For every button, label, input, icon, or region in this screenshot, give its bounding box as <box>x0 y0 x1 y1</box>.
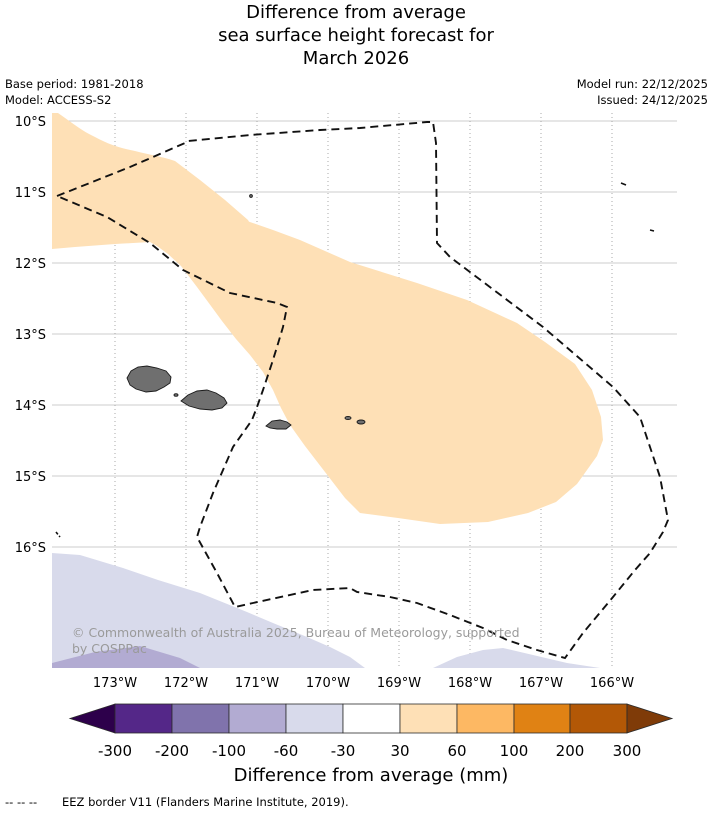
island-savaii <box>126 365 172 393</box>
y-tick-label: 14°S <box>15 399 46 414</box>
island-manua-east <box>356 419 366 425</box>
colorbar-tick: 100 <box>500 742 529 760</box>
colorbar-arrow-left <box>68 703 116 734</box>
y-tick-label: 10°S <box>15 115 46 130</box>
colorbar-tick: -100 <box>212 742 246 760</box>
colorbar-tick: -60 <box>274 742 299 760</box>
y-tick-label: 11°S <box>15 186 46 201</box>
y-tick-label: 15°S <box>15 470 46 485</box>
colorbar-tick: -300 <box>98 742 132 760</box>
x-tick-label: 166°W <box>590 676 634 691</box>
island-tutuila <box>265 419 292 430</box>
colorbar-segment <box>399 703 458 734</box>
x-tick-label: 173°W <box>93 676 137 691</box>
positive-anomaly-region-northwest <box>52 113 252 249</box>
islands <box>126 194 366 430</box>
colorbar-arrow-right <box>626 703 674 734</box>
colorbar-segment <box>285 703 344 734</box>
page-title-line3: March 2026 <box>303 48 409 69</box>
colorbar-segment <box>456 703 515 734</box>
negative-anomaly-region-southwest-dark <box>52 646 200 668</box>
eez-legend-text: EEZ border V11 (Flanders Marine Institut… <box>62 795 349 809</box>
copyright-line1: © Commonwealth of Australia 2025, Bureau… <box>72 625 520 640</box>
eez-legend: -- -- -- EEZ border V11 (Flanders Marine… <box>5 795 349 809</box>
x-tick-label: 167°W <box>519 676 563 691</box>
colorbar-title: Difference from average (mm) <box>234 765 509 786</box>
colorbar-tick: 200 <box>556 742 585 760</box>
positive-anomaly-region-main <box>150 221 603 524</box>
y-tick-label: 13°S <box>15 328 46 343</box>
island-upolu <box>180 389 228 411</box>
colorbar: -300 -200 -100 -60 -30 30 60 100 200 300… <box>68 703 674 786</box>
model-run-label: Model run: 22/12/2025 <box>577 77 708 91</box>
colorbar-segment <box>114 703 173 734</box>
colorbar-tick: -200 <box>155 742 189 760</box>
x-tick-label: 172°W <box>164 676 208 691</box>
model-label: Model: ACCESS-S2 <box>5 93 111 107</box>
colorbar-segment <box>342 703 401 734</box>
colorbar-tick: 60 <box>447 742 466 760</box>
negative-anomaly-region-southwest <box>52 553 365 668</box>
negative-anomaly-region-southeast <box>433 648 600 668</box>
eez-legend-dashes: -- -- -- <box>5 795 37 809</box>
x-tick-label: 169°W <box>377 676 421 691</box>
colorbar-tick: -30 <box>331 742 356 760</box>
issued-label: Issued: 24/12/2025 <box>597 93 708 107</box>
x-tick-label: 171°W <box>235 676 279 691</box>
x-tick-label: 170°W <box>306 676 350 691</box>
colorbar-tick: 300 <box>613 742 642 760</box>
island-swains <box>249 194 253 198</box>
page-title-line2: sea surface height forecast for <box>218 25 494 46</box>
page-title-line1: Difference from average <box>246 2 466 23</box>
y-tick-label: 16°S <box>15 541 46 556</box>
island-manua-west <box>344 415 352 421</box>
latitude-axis-labels: 10°S 11°S 12°S 13°S 14°S 15°S 16°S <box>15 115 46 556</box>
map-canvas: © Commonwealth of Australia 2025, Bureau… <box>15 113 677 691</box>
longitude-axis-labels: 173°W 172°W 171°W 170°W 169°W 168°W 167°… <box>93 676 634 691</box>
colorbar-tick-labels: -300 -200 -100 -60 -30 30 60 100 200 300 <box>98 742 641 760</box>
base-period-label: Base period: 1981-2018 <box>5 77 144 91</box>
colorbar-segment <box>228 703 287 734</box>
colorbar-tick: 30 <box>390 742 409 760</box>
eez-border-fragments <box>55 182 655 538</box>
y-tick-label: 12°S <box>15 257 46 272</box>
colorbar-segment <box>569 703 628 734</box>
copyright-line2: by COSPPac <box>72 641 147 656</box>
x-tick-label: 168°W <box>448 676 492 691</box>
colorbar-segment <box>513 703 571 734</box>
island-apolima <box>173 393 179 397</box>
colorbar-segment <box>171 703 230 734</box>
